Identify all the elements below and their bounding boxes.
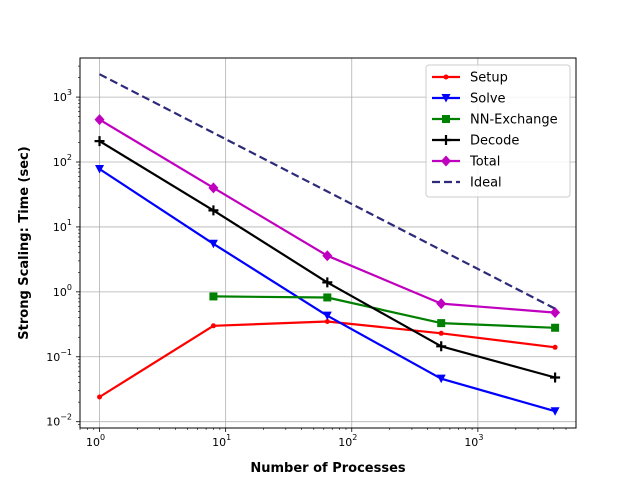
nn-exchange-point xyxy=(551,323,560,332)
total-point xyxy=(94,114,105,126)
ideal-line xyxy=(98,73,556,310)
solve-point xyxy=(95,165,105,174)
series-solve xyxy=(95,165,560,416)
decode-point xyxy=(550,372,561,383)
x-tick-label: 100 xyxy=(86,433,105,449)
legend-marker xyxy=(442,115,450,123)
x-tick-label: 101 xyxy=(212,433,231,449)
setup-point xyxy=(552,344,558,350)
solve-point xyxy=(208,239,218,249)
setup-point xyxy=(438,330,444,336)
x-tick-label: 103 xyxy=(464,433,483,449)
series-total xyxy=(94,114,561,319)
series-ideal xyxy=(98,73,556,310)
y-tick-label: 103 xyxy=(53,88,72,104)
legend-label: Total xyxy=(469,155,500,170)
legend-marker xyxy=(443,74,449,80)
solve-point xyxy=(550,407,560,416)
decode-point xyxy=(436,341,447,352)
legend-label: Setup xyxy=(470,71,508,86)
legend: Setup Solve NN-Exchange Decode Total Ideal xyxy=(425,64,571,198)
plot-frame xyxy=(79,57,577,429)
y-tick-label: 102 xyxy=(53,153,72,169)
decode-point xyxy=(208,205,219,216)
legend-label: NN-Exchange xyxy=(470,113,558,128)
nn-exchange-point xyxy=(209,292,218,301)
legend-marker xyxy=(441,155,451,167)
decode-point xyxy=(94,136,105,147)
series-layer xyxy=(94,73,561,416)
setup-point xyxy=(324,318,330,324)
nn-exchange-point xyxy=(323,293,332,302)
legend-label: Decode xyxy=(470,134,519,149)
series-setup xyxy=(97,318,558,400)
y-tick-label: 10−2 xyxy=(46,413,72,429)
y-tick-label: 100 xyxy=(53,283,72,299)
legend-entry-total: Total xyxy=(432,155,500,170)
total-point xyxy=(550,307,561,319)
total-point xyxy=(208,182,219,194)
legend-label: Ideal xyxy=(470,176,502,191)
decode-point xyxy=(322,277,333,288)
y-tick-label: 101 xyxy=(53,218,72,234)
legend-entry-setup: Setup xyxy=(432,71,508,86)
x-tick-label: 102 xyxy=(338,433,357,449)
series-decode xyxy=(94,136,561,383)
legend-entry-ideal: Ideal xyxy=(432,176,502,191)
solve-point xyxy=(436,374,446,384)
total-point xyxy=(322,250,333,262)
total-point xyxy=(436,298,447,310)
legend-entry-decode: Decode xyxy=(432,134,519,149)
solve-line xyxy=(98,168,556,413)
legend-entry-solve: Solve xyxy=(432,92,506,107)
y-axis-label: Strong Scaling: Time (sec) xyxy=(17,146,32,339)
legend-entry-nn-exchange: NN-Exchange xyxy=(432,113,558,128)
legend-label: Solve xyxy=(470,92,506,107)
setup-point xyxy=(210,323,216,329)
legend-marker xyxy=(441,135,451,145)
legend-marker xyxy=(441,94,451,103)
legend-box xyxy=(425,64,571,198)
x-axis-label: Number of Processes xyxy=(250,461,406,476)
setup-point xyxy=(97,394,103,400)
y-tick-label: 10−1 xyxy=(46,348,72,364)
axis-ticks: 100 101 102 103 10−2 10−1 100 101 102 103 xyxy=(46,65,567,449)
solve-point xyxy=(322,311,332,321)
nn-exchange-line xyxy=(213,295,556,329)
series-nn-exchange xyxy=(209,292,560,332)
nn-exchange-point xyxy=(437,319,446,328)
